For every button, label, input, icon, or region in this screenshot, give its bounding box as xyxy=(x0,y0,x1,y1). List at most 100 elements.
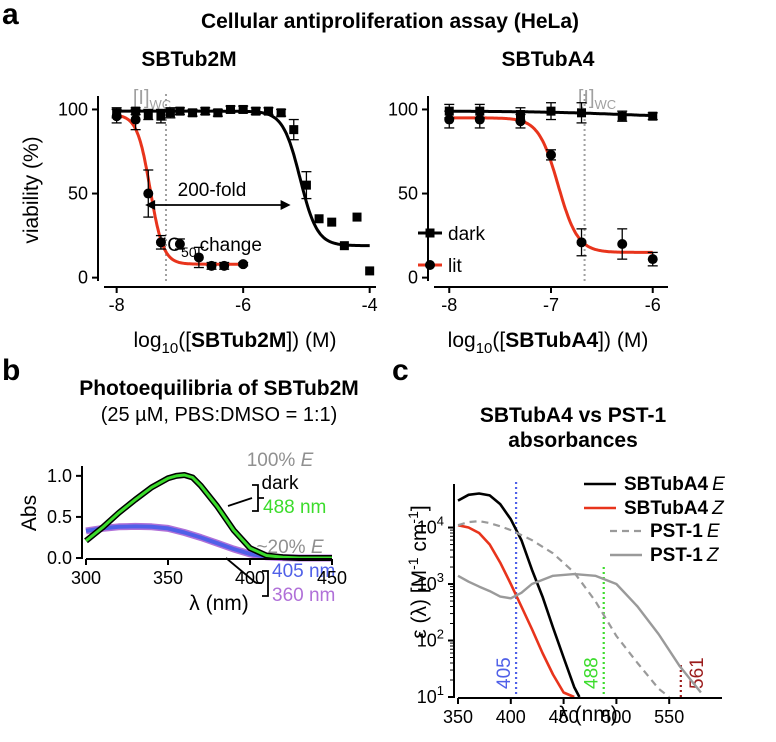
data-point-lit xyxy=(647,254,658,265)
legend-c: SBTubA4 E SBTubA4 Z PST-1 E PST-1 Z xyxy=(624,474,725,566)
data-point-dark xyxy=(143,110,153,119)
x-tick-label: 400 xyxy=(496,707,526,727)
x-axis-label-c: λ (nm) xyxy=(558,703,618,726)
leader-20e xyxy=(225,557,257,584)
bracket-100e xyxy=(252,484,264,512)
chart-c-title-2: absorbances xyxy=(508,429,638,452)
data-point-lit xyxy=(143,188,154,199)
x-tick-label: 300 xyxy=(71,568,101,588)
data-point-dark xyxy=(188,108,198,118)
chart-a1-title: SBTub2M xyxy=(141,48,236,71)
bracket-20e xyxy=(256,570,269,597)
panel-letter-c: c xyxy=(392,354,409,387)
data-point-dark xyxy=(276,108,286,118)
data-point-lit xyxy=(617,239,628,249)
data-point-lit xyxy=(576,237,587,248)
x-tick-label: 450 xyxy=(317,568,347,588)
y-tick-label: 103 xyxy=(417,570,444,594)
chart-sbtuba4: log10([SBTubA4]) (M) [I]WC dark lit -8 -7… xyxy=(388,87,668,357)
data-point-lit xyxy=(444,114,455,125)
y-axis-label-b: Abs xyxy=(18,495,41,531)
curve-pst1-z xyxy=(457,572,702,694)
y-tick-label: 0.0 xyxy=(47,548,72,568)
legend-pst1-z: PST-1 Z xyxy=(650,545,720,566)
x-axis-label-a1: log10([SBTub2M]) (M) xyxy=(134,329,337,357)
data-point-dark xyxy=(546,106,556,116)
chart-b-title: Photoequilibria of SBTub2M xyxy=(79,377,359,400)
main-title: Cellular antiproliferation assay (HeLa) xyxy=(201,10,579,33)
legend-sbtuba4-z: SBTubA4 Z xyxy=(624,498,725,519)
panel-letter-a: a xyxy=(2,0,19,31)
data-point-lit xyxy=(219,260,230,271)
fold-arrow-head-left xyxy=(145,200,156,210)
leader-100e xyxy=(227,497,253,507)
fold-arrow-head-right xyxy=(280,200,291,210)
y-tick-label: 0.5 xyxy=(47,507,72,527)
data-point-dark xyxy=(648,111,658,121)
chart-b-subtitle: (25 µM, PBS:DMSO = 1:1) xyxy=(101,404,338,426)
data-point-dark xyxy=(339,241,349,251)
data-point-dark xyxy=(289,125,299,135)
data-point-dark xyxy=(352,212,362,222)
x-tick-label: 500 xyxy=(601,707,631,727)
x-axis-label-a2: log10([SBTubA4]) (M) xyxy=(448,329,649,357)
label-488nm: 488 nm xyxy=(263,497,326,518)
legend-pst1-e: PST-1 E xyxy=(650,521,720,542)
x-tick-label: -4 xyxy=(362,295,378,315)
legend-lit-marker xyxy=(425,260,435,270)
legend-lit-label: lit xyxy=(448,256,462,277)
y-tick-label: 104 xyxy=(417,514,444,538)
data-point-lit xyxy=(155,237,166,248)
data-point-lit xyxy=(515,116,526,127)
legend-dark-marker xyxy=(425,228,435,238)
y-tick-label: 0 xyxy=(78,268,88,288)
y-axis-label-a1: viability (%) xyxy=(20,136,43,243)
legend-dark-label: dark xyxy=(448,224,485,245)
x-tick-label: 350 xyxy=(153,568,183,588)
data-point-dark xyxy=(213,108,223,118)
chart-c-title: SBTubA4 vs PST-1 xyxy=(480,404,667,427)
chart-a2-title: SBTubA4 xyxy=(502,48,595,71)
x-tick-label: -8 xyxy=(109,295,125,315)
x-tick-label: 550 xyxy=(654,707,684,727)
label-20e: ~20% E xyxy=(256,537,323,558)
x-tick-label: -6 xyxy=(645,295,661,315)
curve-sbtuba4-z xyxy=(457,523,575,699)
curve-488nm xyxy=(85,473,332,560)
data-point-lit xyxy=(174,239,185,249)
data-point-dark xyxy=(238,104,248,114)
y-tick-label: 50 xyxy=(398,184,418,204)
data-point-lit xyxy=(206,260,217,271)
chart-absorbances: ε (λ) [M-1 cm-1] λ (nm) SBTubA4 E SBTubA4… xyxy=(405,474,725,727)
vline-label-488: 488 xyxy=(582,657,603,689)
data-point-dark xyxy=(327,217,337,227)
data-point-lit xyxy=(474,114,485,125)
data-point-dark xyxy=(251,106,261,116)
data-point-lit xyxy=(111,111,122,122)
vline-label-561: 561 xyxy=(687,657,708,689)
data-point-dark xyxy=(365,266,375,276)
data-point-dark xyxy=(314,214,324,224)
y-tick-label: 1.0 xyxy=(47,466,72,486)
data-point-dark xyxy=(165,108,175,118)
data-point-dark xyxy=(156,111,166,121)
y-tick-label: 100 xyxy=(58,99,88,119)
y-tick-label: 50 xyxy=(68,184,88,204)
curve-sbtuba4-e xyxy=(457,492,581,698)
panel-letter-b: b xyxy=(2,354,20,387)
curve-pst1-e xyxy=(457,520,670,698)
data-point-lit xyxy=(238,259,249,270)
label-dark: dark xyxy=(262,473,299,494)
data-point-dark xyxy=(301,180,311,190)
x-tick-label: 350 xyxy=(443,707,473,727)
chart-sbtub2m: viability (%) log10([SBTub2M]) (M) [I]WC… xyxy=(20,87,378,357)
data-point-dark xyxy=(577,108,587,118)
y-tick-label: 0 xyxy=(408,268,418,288)
legend-sbtuba4-e: SBTubA4 E xyxy=(624,474,725,495)
x-tick-label: 450 xyxy=(549,707,579,727)
label-100e: 100% E xyxy=(247,450,314,471)
x-tick-label: -6 xyxy=(235,295,251,315)
x-tick-label: -8 xyxy=(441,295,457,315)
fold-annotation: 200-fold xyxy=(178,180,247,201)
